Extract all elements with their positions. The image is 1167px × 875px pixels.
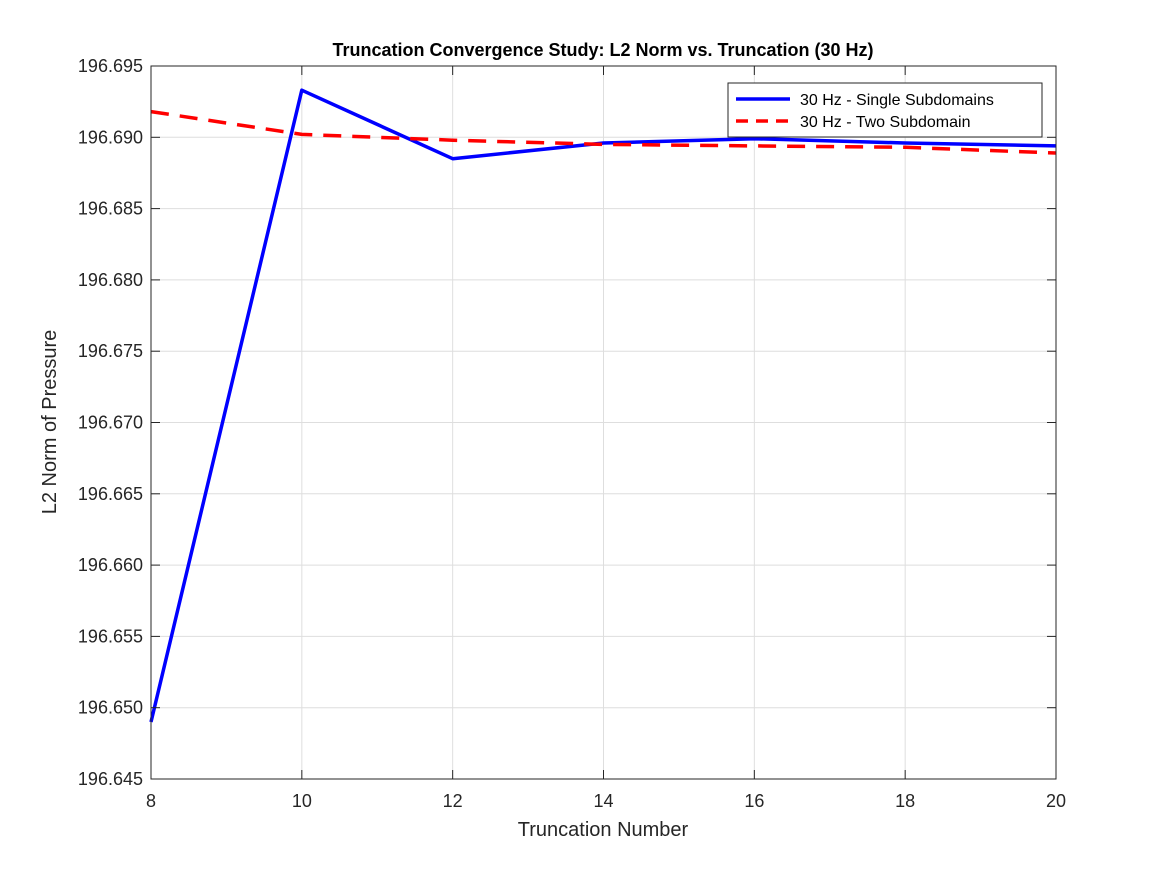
legend-label-single: 30 Hz - Single Subdomains (800, 92, 994, 109)
y-tick-label: 196.695 (78, 56, 143, 76)
series-group (149, 88, 1057, 723)
grid-lines (151, 66, 1056, 779)
y-tick-label: 196.660 (78, 555, 143, 575)
x-tick-label: 16 (744, 791, 764, 811)
x-axis-label: Truncation Number (518, 819, 689, 841)
y-tick-label: 196.655 (78, 626, 143, 646)
y-tick-label: 196.690 (78, 127, 143, 147)
data-point (603, 144, 604, 145)
data-point (452, 140, 453, 141)
data-point (603, 143, 604, 144)
y-tick-label: 196.670 (78, 413, 143, 433)
data-point (754, 145, 755, 146)
x-tick-label: 20 (1046, 791, 1066, 811)
data-point (301, 134, 302, 135)
y-tick-label: 196.665 (78, 484, 143, 504)
data-point (301, 90, 302, 91)
chart-title: Truncation Convergence Study: L2 Norm vs… (332, 40, 873, 60)
data-point (754, 138, 755, 139)
legend-label-two: 30 Hz - Two Subdomain (800, 114, 970, 131)
y-tick-label: 196.650 (78, 698, 143, 718)
y-tick-label: 196.675 (78, 341, 143, 361)
y-axis-label: L2 Norm of Pressure (39, 330, 61, 515)
legend-box (727, 82, 1043, 138)
x-tick-label: 14 (593, 791, 613, 811)
axis-ticks: 8 10 12 14 16 18 20 196.645 196.650 196.655 196.66… (78, 56, 1066, 811)
data-point (452, 158, 453, 159)
x-tick-label: 12 (443, 791, 463, 811)
x-tick-label: 8 (146, 791, 156, 811)
data-point (905, 143, 906, 144)
series-line-single-subdomains (149, 88, 1057, 723)
y-tick-label: 196.645 (78, 769, 143, 789)
x-tick-label: 10 (292, 791, 312, 811)
series-line-two-subdomain (150, 109, 1057, 155)
x-tick-label: 18 (895, 791, 915, 811)
y-tick-label: 196.685 (78, 199, 143, 219)
y-tick-label: 196.680 (78, 270, 143, 290)
legend: 30 Hz - Single Subdomains 30 Hz - Two Su… (727, 82, 1043, 138)
data-point (905, 147, 906, 148)
